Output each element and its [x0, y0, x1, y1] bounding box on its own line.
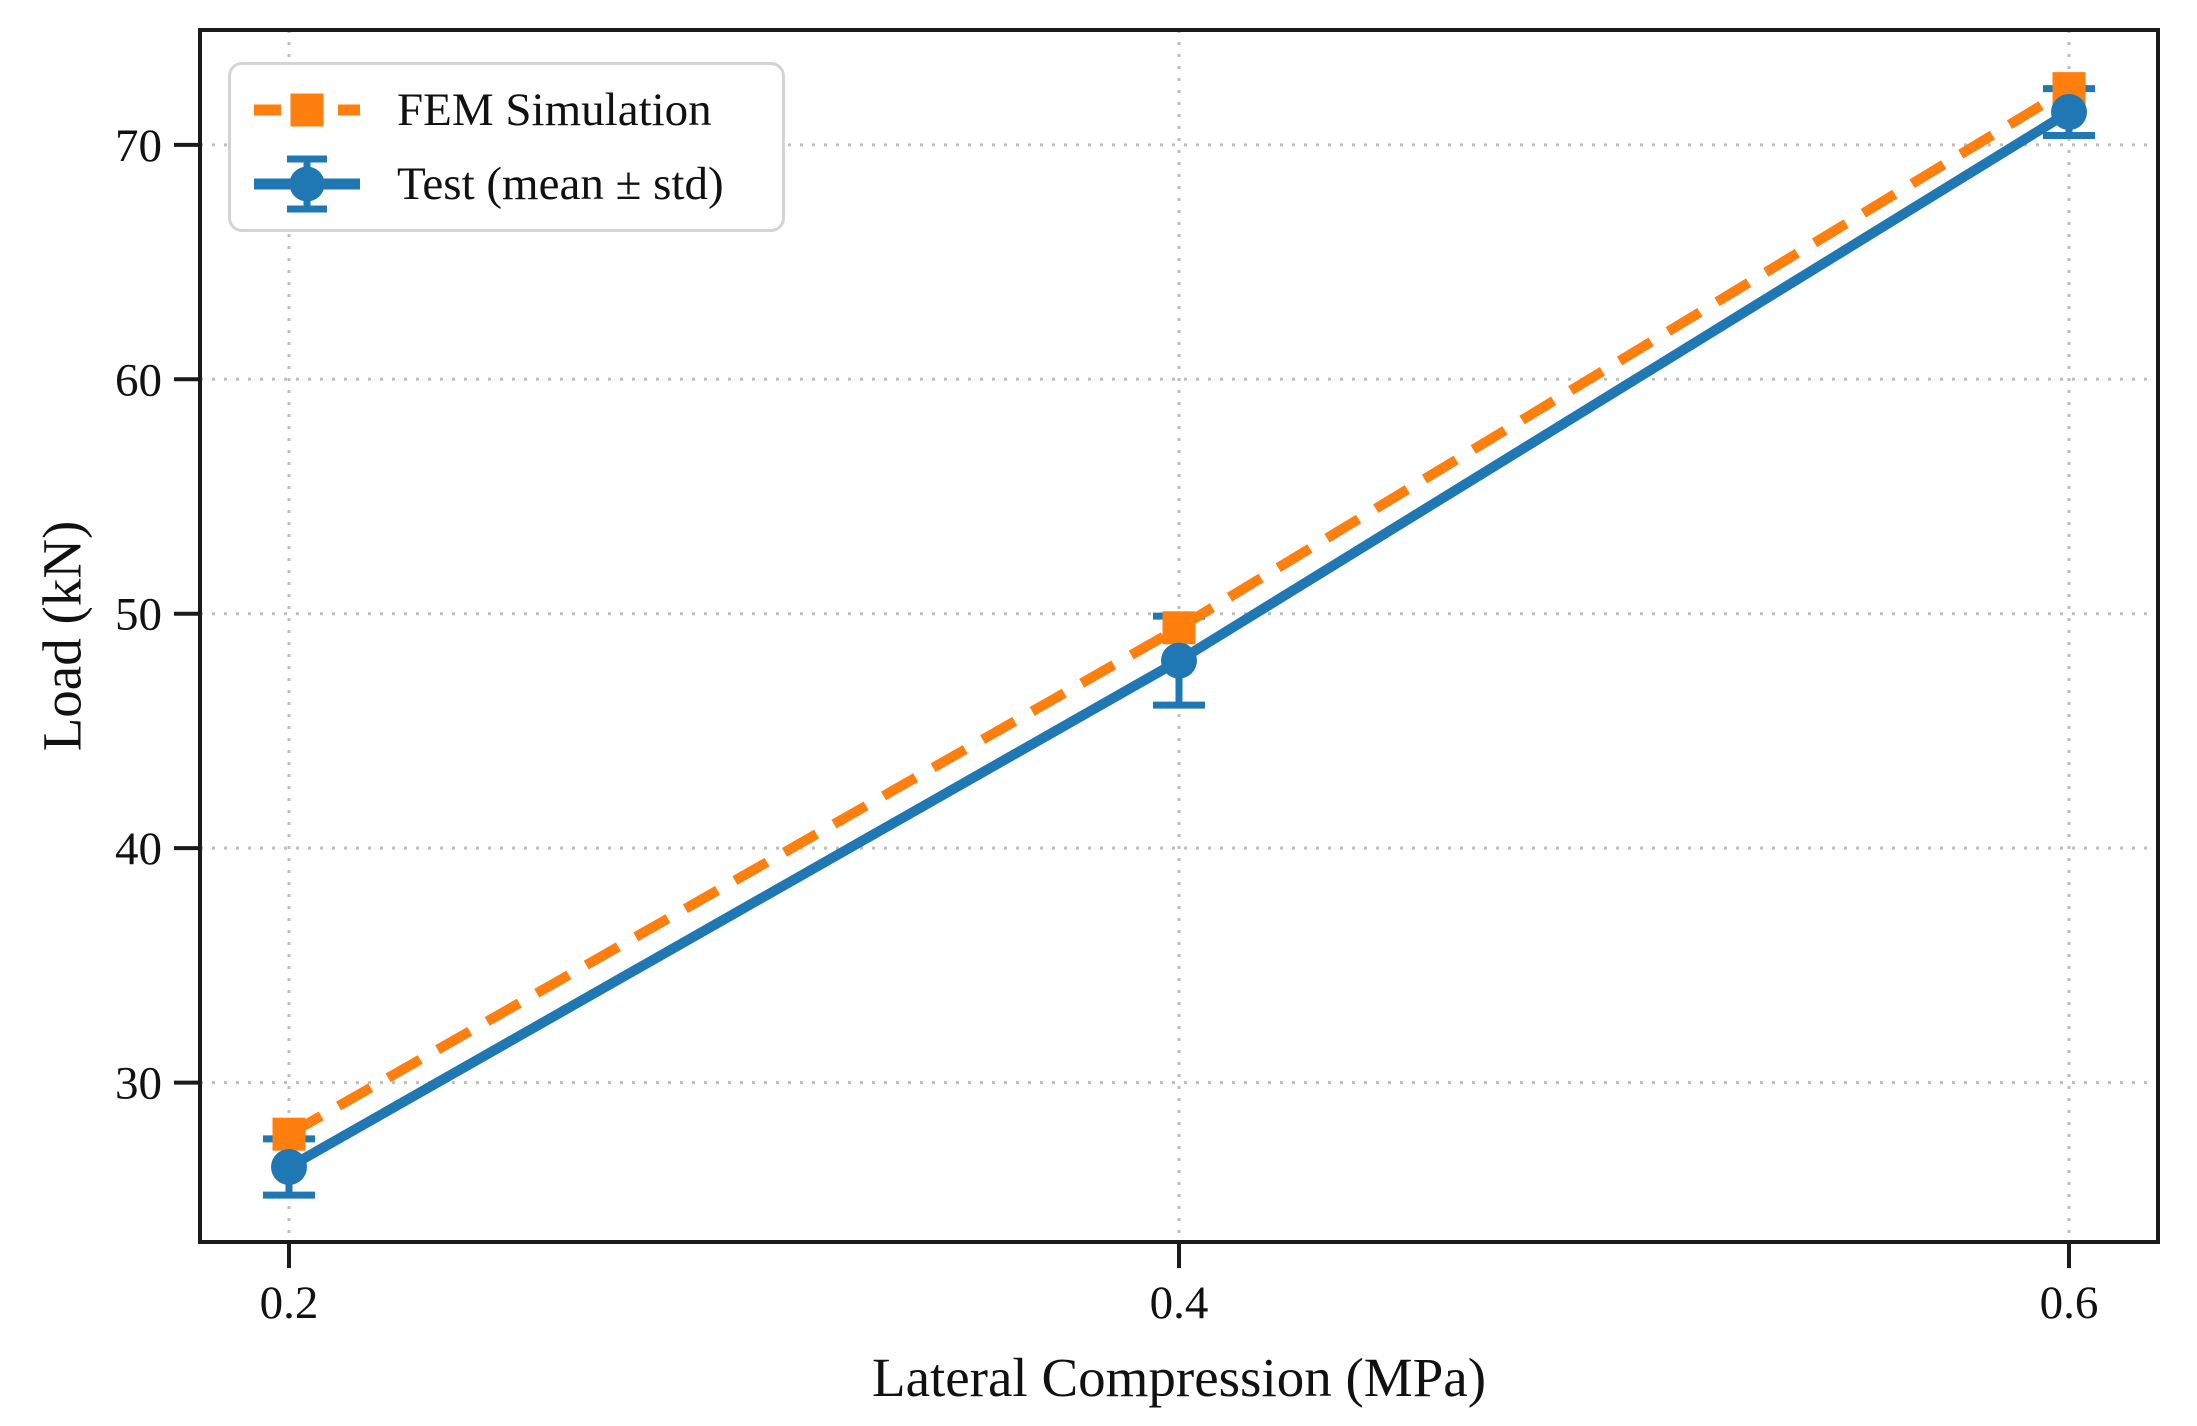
y-tick-label-40: 40: [115, 823, 162, 875]
y-tick-label-50: 50: [115, 589, 162, 641]
x-tick-label-0.2: 0.2: [260, 1277, 319, 1329]
test-legend-marker-icon: [254, 155, 360, 213]
fem-marker-0.2: [272, 1117, 306, 1151]
y-tick-label-70: 70: [115, 120, 162, 172]
legend-label-test: Test (mean ± std): [397, 157, 724, 210]
test-marker-0.6: [2051, 94, 2087, 131]
test-marker-0.2: [271, 1148, 307, 1185]
fem-marker-0.4: [1162, 611, 1196, 645]
legend-label-fem: FEM Simulation: [397, 83, 712, 136]
legend-entry-fem: FEM Simulation: [251, 78, 772, 142]
y-axis-label: Load (kN): [31, 520, 93, 752]
test-marker-0.4: [1161, 642, 1197, 679]
legend: FEM Simulation Test (mean ± std): [228, 62, 785, 232]
legend-entry-test: Test (mean ± std): [251, 152, 772, 216]
x-tick-label-0.6: 0.6: [2040, 1277, 2099, 1329]
fem-series-line: [286, 84, 2072, 1139]
y-tick-label-60: 60: [115, 354, 162, 406]
x-tick-label-0.4: 0.4: [1150, 1277, 1209, 1329]
fem-legend-marker-icon: [254, 93, 360, 127]
x-axis-label: Lateral Compression (MPa): [871, 1347, 1487, 1408]
y-tick-label-30: 30: [115, 1058, 162, 1110]
